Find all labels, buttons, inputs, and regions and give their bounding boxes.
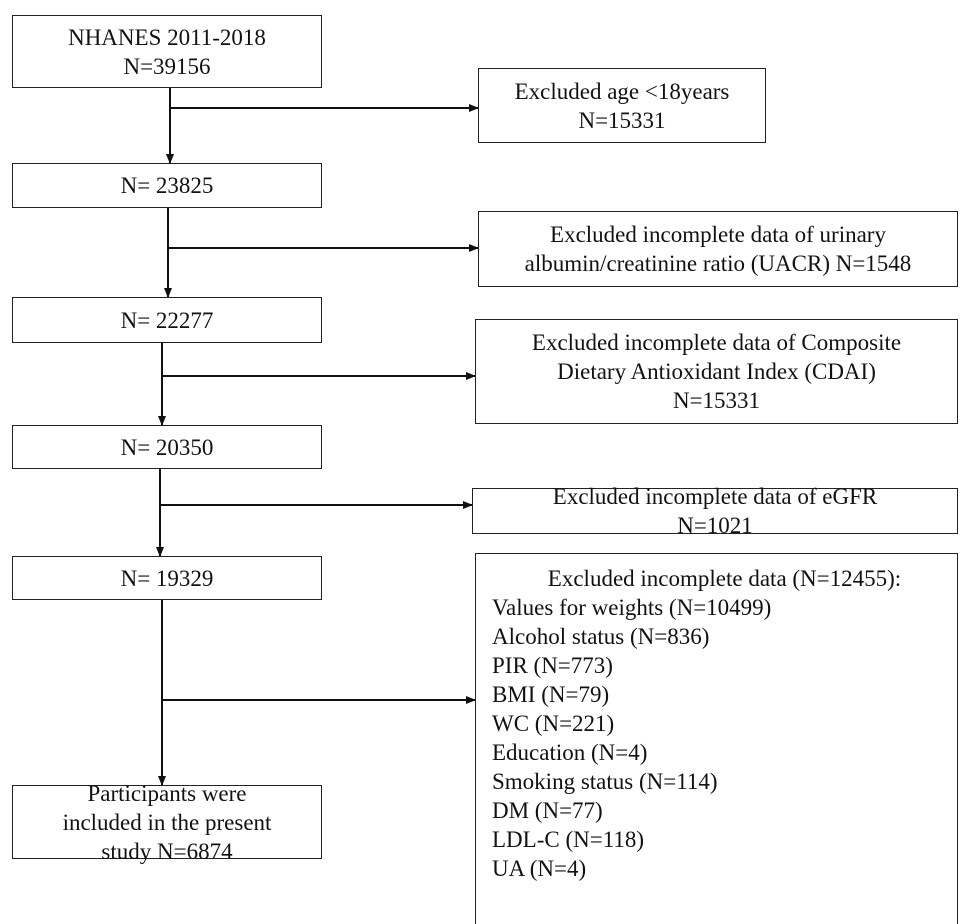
box-text: N= 22277 — [120, 307, 214, 333]
box-text: DM (N=77) — [492, 798, 603, 823]
step-box: N= 19329 — [12, 556, 322, 600]
step-box: N= 20350 — [12, 425, 322, 469]
exclusion-box: Excluded age <18years N=15331 — [478, 68, 766, 143]
exclusion-box: Excluded incomplete data of Composite Die… — [475, 319, 958, 424]
box-text: Excluded incomplete data of eGFR — [552, 484, 878, 509]
box-text: PIR (N=773) — [492, 653, 613, 678]
box-text: Participants were — [87, 780, 247, 806]
box-text: NHANES 2011-2018 — [68, 24, 266, 50]
box-text: LDL-C (N=118) — [492, 827, 645, 852]
exclusion-box: Excluded incomplete data of eGFR N=1021 — [472, 484, 958, 538]
box-text: Excluded age <18years — [514, 78, 730, 104]
box-text: albumin/creatinine ratio (UACR) N=1548 — [524, 251, 912, 276]
box-text: Excluded incomplete data of Composite — [531, 330, 902, 355]
box-text: Values for weights (N=10499) — [492, 595, 772, 620]
box-text: N= 23825 — [120, 173, 214, 198]
box-text: N=15331 — [578, 107, 666, 133]
box-text: Dietary Antioxidant Index (CDAI) — [557, 359, 876, 384]
step-box: NHANES 2011-2018 N=39156 — [12, 15, 322, 88]
box-text: UA (N=4) — [492, 856, 587, 881]
exclusion-box: Excluded incomplete data of urinary album… — [478, 211, 958, 287]
step-box: N= 23825 — [12, 163, 322, 208]
step-box: Participants were included in the present… — [12, 781, 322, 864]
box-text: N=15331 — [672, 388, 761, 413]
box-text: N= 19329 — [120, 565, 214, 591]
exclusion-box: Excluded incomplete data (N=12455): Value… — [475, 553, 958, 924]
box-text: Excluded incomplete data of urinary — [550, 222, 886, 247]
box-text: N=39156 — [123, 53, 211, 79]
box-text: Excluded incomplete data (N=12455): — [547, 566, 902, 591]
box-text: WC (N=221) — [492, 711, 615, 736]
box-text: N= 20350 — [120, 434, 214, 460]
step-box: N= 22277 — [12, 297, 322, 343]
box-text: included in the present — [62, 809, 272, 835]
box-text: N=1021 — [677, 513, 753, 538]
box-text: Education (N=4) — [492, 740, 648, 765]
box-text: Alcohol status (N=836) — [492, 624, 710, 649]
box-text: study N=6874 — [101, 838, 233, 864]
box-text: BMI (N=79) — [492, 682, 610, 707]
box-text: Smoking status (N=114) — [492, 769, 718, 794]
